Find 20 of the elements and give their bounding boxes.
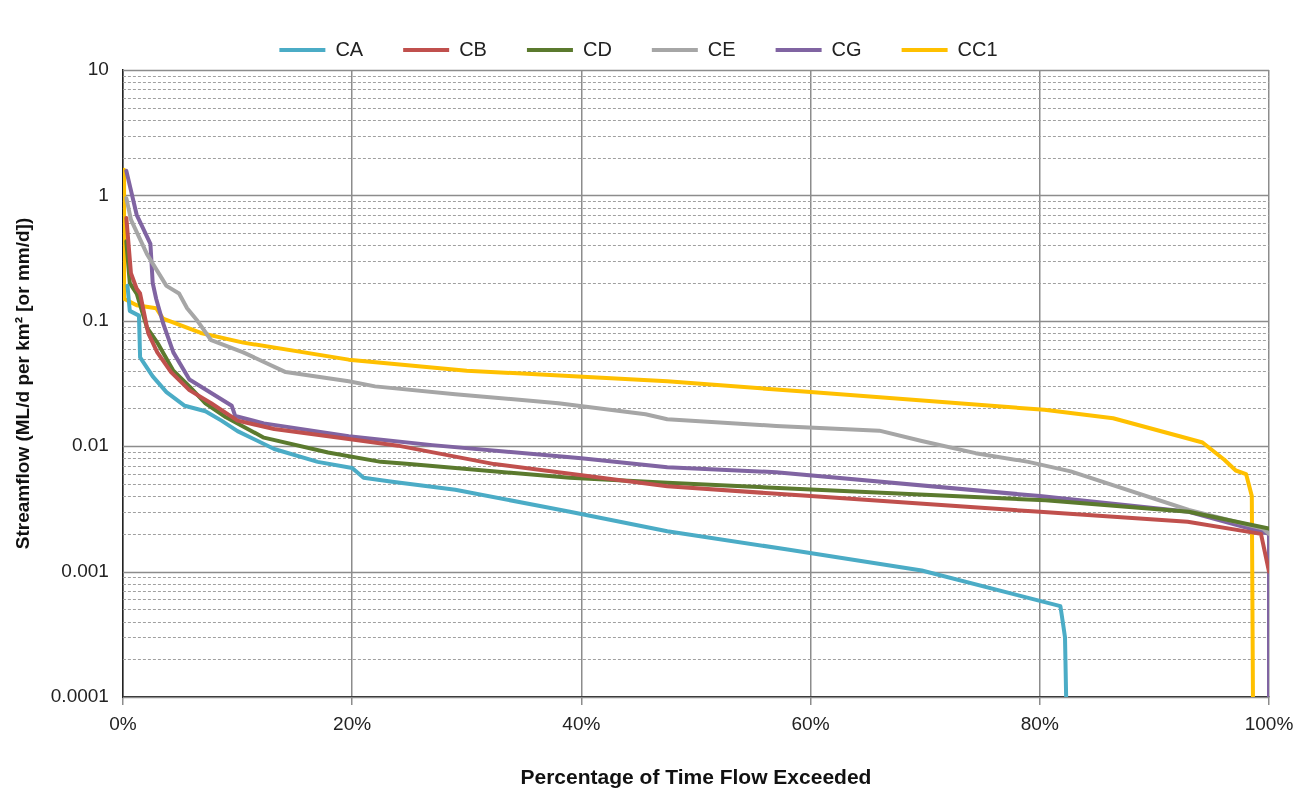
legend-label: CE (707, 37, 736, 60)
y-tick-label: 0.0001 (50, 685, 109, 707)
y-tick-label: 0.001 (61, 559, 109, 581)
y-tick-label: 1 (98, 183, 109, 205)
y-tick-label: 0.01 (71, 434, 109, 456)
x-tick-label: 20% (333, 712, 372, 734)
legend-label: CG (831, 37, 862, 60)
legend-label: CD (582, 37, 612, 60)
y-tick-label: 0.1 (82, 309, 109, 331)
y-tick-label: 10 (87, 58, 109, 80)
x-axis-title: Percentage of Time Flow Exceeded (520, 765, 872, 789)
x-tick-label: 100% (1244, 712, 1294, 734)
y-axis-title: Streamflow (ML/d per km² [or mm/d]) (11, 217, 33, 550)
legend-label: CC1 (957, 37, 998, 60)
x-tick-label: 80% (1020, 712, 1059, 734)
legend-label: CB (459, 37, 487, 60)
legend-label: CA (335, 37, 364, 60)
x-tick-label: 0% (109, 712, 137, 734)
x-tick-label: 60% (791, 712, 830, 734)
x-tick-label: 40% (562, 712, 601, 734)
